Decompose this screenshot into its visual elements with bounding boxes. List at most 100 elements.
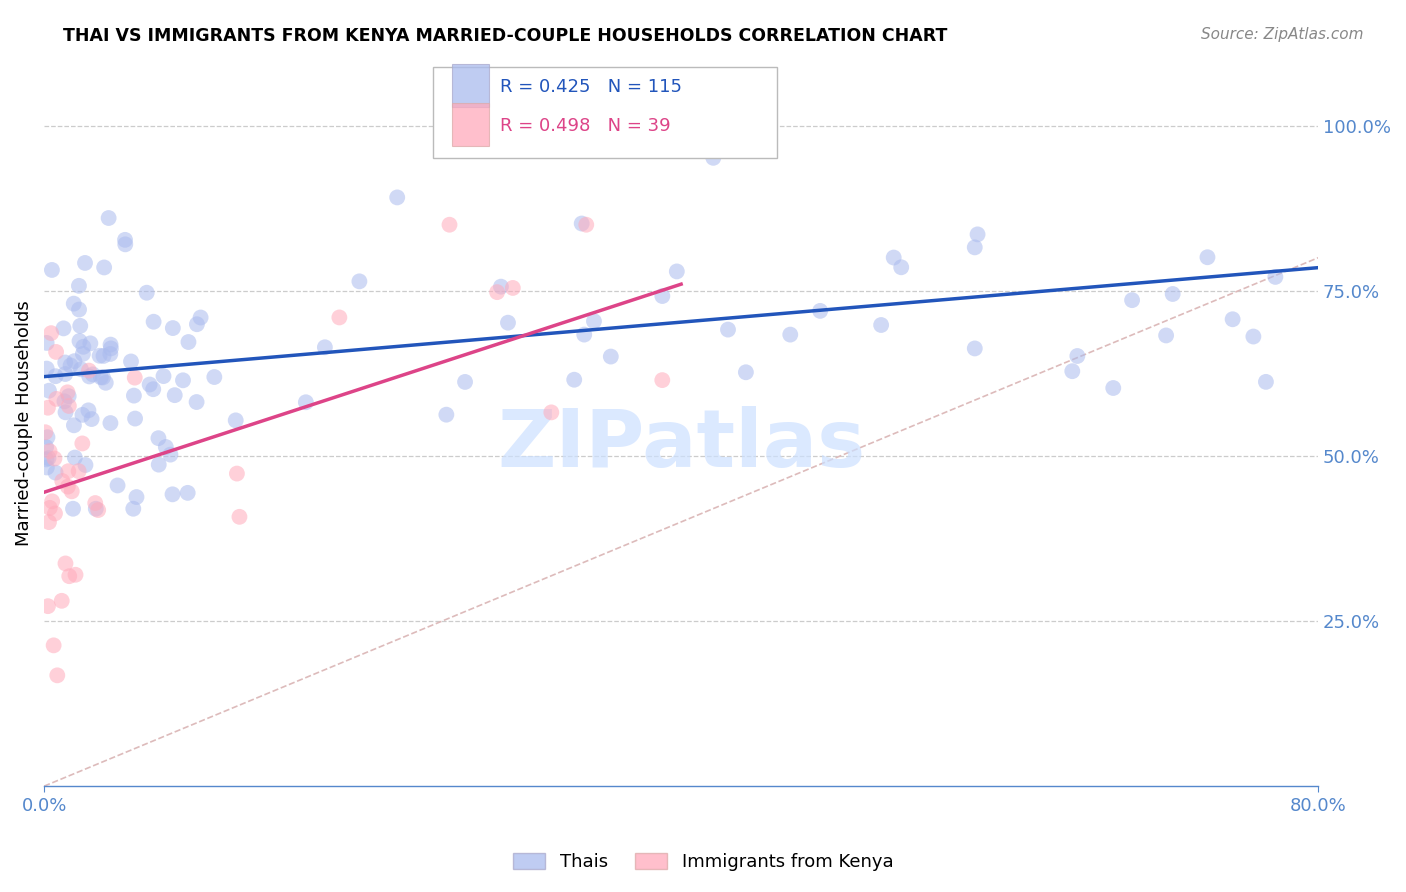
Point	[35, 361, 58, 376]
Point	[39, 326, 62, 340]
Point	[42, 638, 65, 652]
Point	[124, 370, 146, 384]
Point	[45, 369, 67, 384]
Point	[84, 501, 107, 516]
Point	[34, 425, 56, 440]
Point	[58, 569, 80, 583]
Point	[38, 444, 60, 458]
Point	[148, 458, 170, 472]
Point	[84, 496, 107, 510]
Legend: Thais, Immigrants from Kenya: Thais, Immigrants from Kenya	[505, 846, 901, 879]
Point	[55, 405, 77, 419]
Point	[69, 334, 91, 348]
Point	[870, 318, 893, 332]
Point	[172, 373, 194, 387]
Point	[190, 310, 212, 325]
Point	[142, 315, 165, 329]
Point	[52, 321, 75, 335]
Point	[56, 385, 79, 400]
Point	[125, 490, 148, 504]
Point	[63, 450, 86, 465]
Point	[58, 389, 80, 403]
Point	[489, 279, 512, 293]
Point	[38, 515, 60, 529]
Point	[114, 233, 136, 247]
Point	[135, 285, 157, 300]
Point	[60, 484, 83, 499]
Point	[82, 368, 104, 382]
Text: Source: ZipAtlas.com: Source: ZipAtlas.com	[1201, 27, 1364, 42]
Point	[349, 274, 371, 288]
Point	[35, 460, 58, 475]
Text: R = 0.425   N = 115: R = 0.425 N = 115	[501, 78, 682, 95]
Point	[107, 478, 129, 492]
Point	[162, 321, 184, 335]
Point	[1241, 329, 1264, 343]
Point	[97, 211, 120, 225]
FancyBboxPatch shape	[451, 64, 489, 107]
Point	[72, 408, 94, 422]
Point	[114, 237, 136, 252]
Point	[599, 350, 621, 364]
Point	[148, 431, 170, 445]
Point	[41, 263, 63, 277]
Point	[37, 401, 59, 415]
Point	[142, 382, 165, 396]
Point	[295, 395, 318, 409]
Point	[90, 370, 112, 384]
Point	[152, 369, 174, 384]
Point	[67, 302, 90, 317]
Point	[59, 359, 82, 373]
Point	[328, 310, 350, 325]
Point	[571, 217, 593, 231]
Point	[186, 317, 208, 331]
Point	[70, 362, 93, 376]
Point	[51, 474, 73, 488]
Point	[963, 342, 986, 356]
Text: THAI VS IMMIGRANTS FROM KENYA MARRIED-COUPLE HOUSEHOLDS CORRELATION CHART: THAI VS IMMIGRANTS FROM KENYA MARRIED-CO…	[63, 27, 948, 45]
Point	[67, 464, 90, 478]
Point	[124, 411, 146, 425]
Point	[35, 452, 58, 467]
Point	[159, 448, 181, 462]
Point	[163, 388, 186, 402]
Y-axis label: Married-couple Households: Married-couple Households	[15, 300, 32, 546]
Point	[58, 399, 80, 413]
Point	[56, 480, 79, 494]
Point	[496, 316, 519, 330]
Point	[1066, 349, 1088, 363]
Point	[1062, 364, 1084, 378]
Point	[77, 363, 100, 377]
Point	[434, 408, 457, 422]
Point	[665, 264, 688, 278]
Point	[808, 304, 831, 318]
Point	[963, 240, 986, 254]
Point	[72, 340, 94, 354]
Point	[202, 370, 225, 384]
Point	[46, 668, 69, 682]
Point	[37, 451, 59, 466]
Point	[67, 278, 90, 293]
Point	[228, 509, 250, 524]
Point	[1222, 312, 1244, 326]
Point	[562, 373, 585, 387]
Point	[122, 501, 145, 516]
Point	[87, 503, 110, 517]
Point	[486, 285, 509, 300]
Point	[883, 251, 905, 265]
Point	[890, 260, 912, 275]
Text: ZIPatlas: ZIPatlas	[496, 406, 865, 483]
Point	[72, 347, 94, 361]
Point	[1161, 287, 1184, 301]
Point	[98, 347, 121, 361]
Point	[89, 349, 111, 363]
Point	[51, 594, 73, 608]
Point	[779, 327, 801, 342]
Point	[79, 369, 101, 384]
Point	[314, 340, 336, 354]
Point	[62, 501, 84, 516]
Point	[454, 375, 477, 389]
Point	[44, 451, 66, 466]
Point	[55, 557, 77, 571]
Point	[1102, 381, 1125, 395]
